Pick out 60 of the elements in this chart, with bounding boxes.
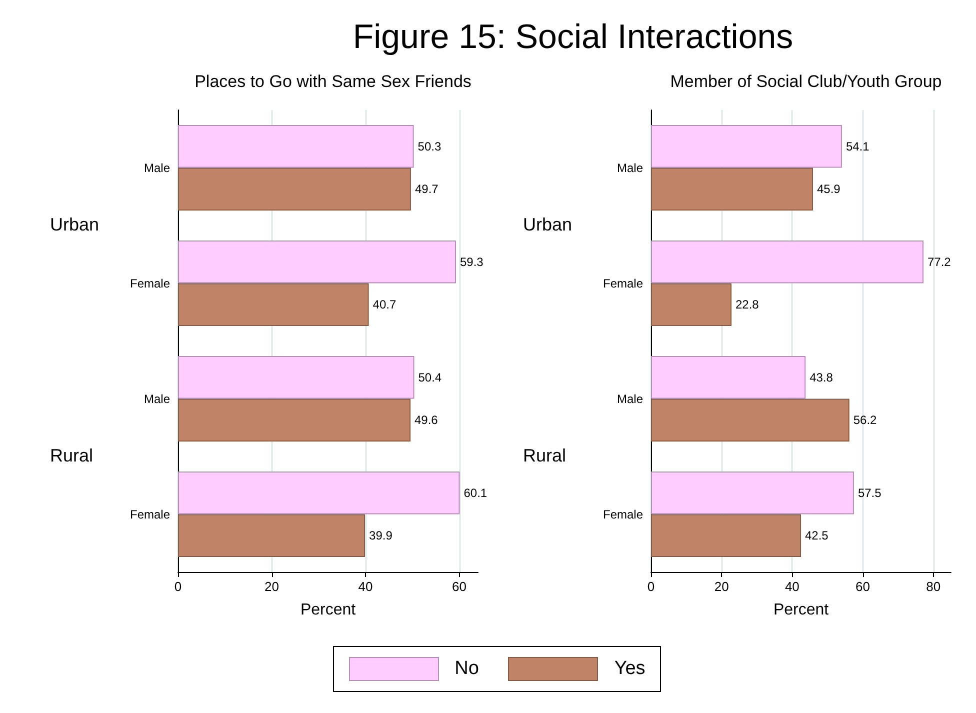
bar xyxy=(651,283,732,326)
y-tick-label: Female xyxy=(602,276,644,290)
data-label: 49.6 xyxy=(414,413,438,428)
y-tick-label: Female xyxy=(602,507,644,522)
y-tick-label: Male xyxy=(144,160,170,175)
data-label: 59.3 xyxy=(460,254,484,269)
x-tick-label: 80 xyxy=(926,579,941,594)
bar xyxy=(651,514,801,557)
data-label: 49.7 xyxy=(414,182,439,196)
bar xyxy=(178,356,414,399)
chart-subtitle: Member of Social Club/Youth Group xyxy=(670,72,942,91)
y-tick-label: Male xyxy=(616,392,644,406)
legend-label: Yes xyxy=(614,658,646,680)
text: Rural xyxy=(523,446,566,466)
bar xyxy=(178,398,410,442)
bar xyxy=(651,398,850,442)
data-label: 39.9 xyxy=(369,528,393,543)
bar xyxy=(178,168,411,210)
data-label: 50.3 xyxy=(418,139,442,154)
data-label: 22.8 xyxy=(735,298,760,312)
data-label: 40.7 xyxy=(372,298,396,312)
y-tick-label: Female xyxy=(130,276,170,290)
bar xyxy=(178,240,456,284)
bar xyxy=(178,125,414,168)
data-label: 43.8 xyxy=(810,370,834,384)
bar xyxy=(178,514,366,557)
data-label: 77.2 xyxy=(927,254,952,269)
x-tick-label: 20 xyxy=(714,579,729,594)
x-axis-title: Percent xyxy=(773,602,830,618)
bar xyxy=(651,472,854,514)
text: Urban xyxy=(523,214,572,234)
data-label: 57.5 xyxy=(858,486,882,500)
bar xyxy=(651,240,924,284)
bar xyxy=(178,283,369,326)
data-label: 42.5 xyxy=(805,528,829,543)
bar xyxy=(651,125,842,168)
text: Figure 15: Social Interactions xyxy=(352,18,794,57)
x-tick-label: 20 xyxy=(264,579,279,594)
x-tick-label: 0 xyxy=(174,579,182,594)
data-label: 54.1 xyxy=(846,139,870,154)
y-tick-label: Male xyxy=(616,160,644,175)
x-axis-title: Percent xyxy=(300,602,356,618)
data-label: 60.1 xyxy=(464,486,488,500)
y-tick-label: Female xyxy=(130,507,170,522)
x-tick-label: 60 xyxy=(856,579,870,594)
text: Rural xyxy=(50,446,94,466)
chart-subtitle: Places to Go with Same Sex Friends xyxy=(194,72,472,91)
bar xyxy=(651,168,813,210)
x-tick-label: 40 xyxy=(784,579,800,594)
legend-label: No xyxy=(454,658,479,680)
data-label: 45.9 xyxy=(817,182,841,196)
bar xyxy=(651,356,806,399)
text: Urban xyxy=(50,214,100,234)
x-tick-label: 60 xyxy=(452,579,466,594)
y-tick-label: Male xyxy=(144,392,170,406)
data-label: 56.2 xyxy=(853,413,878,428)
x-tick-label: 40 xyxy=(358,579,373,594)
data-label: 50.4 xyxy=(418,370,442,384)
bar xyxy=(178,472,460,514)
x-tick-label: 0 xyxy=(647,579,655,594)
